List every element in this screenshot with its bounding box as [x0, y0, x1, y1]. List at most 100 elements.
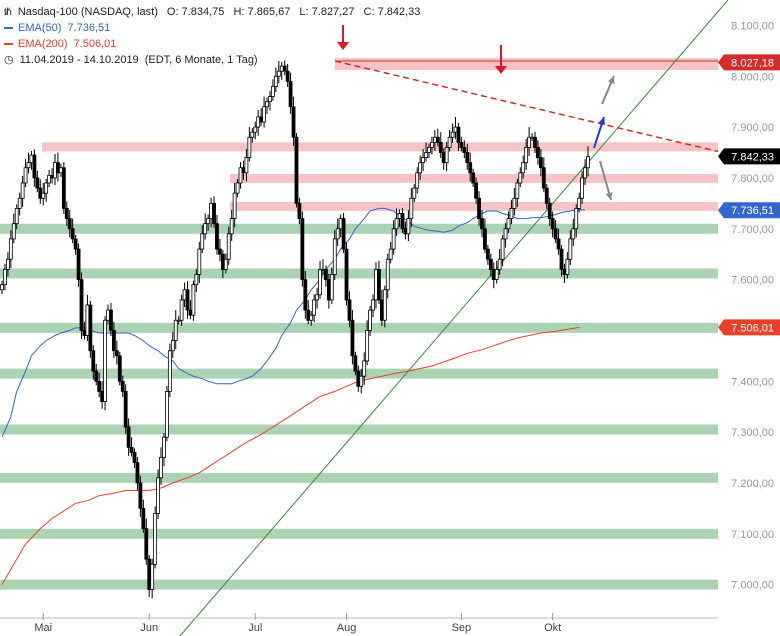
candle-body: [377, 269, 381, 301]
candle-body: [382, 289, 387, 321]
support-band: [0, 472, 718, 483]
candle-body: [318, 269, 322, 296]
open-value: O: 7.834,75: [166, 6, 225, 18]
ema200-label: EMA(200): [18, 38, 68, 50]
close-value: C: 7.842,33: [363, 6, 421, 18]
legend-ema200[interactable]: EMA(200) 7.506,01: [4, 37, 122, 51]
candle-body: [97, 380, 102, 392]
candle-body: [300, 218, 305, 280]
candle-body: [474, 182, 479, 199]
candle-body: [368, 309, 372, 331]
candle-body: [524, 147, 529, 164]
candle-body: [435, 136, 440, 143]
uptrend-line: [179, 0, 729, 636]
chart-type-icon[interactable]: ᵺ: [4, 7, 12, 18]
resistance-line: [334, 60, 719, 153]
candle-body: [359, 375, 364, 387]
candle-body: [76, 248, 81, 280]
header-row-ohlc: ᵺ Nasdaq-100 (NASDAQ, last) O: 7.834,75 H…: [4, 5, 426, 20]
candle-body: [11, 223, 16, 240]
resistance-band: [230, 201, 718, 211]
y-tick-label: 7.700,00: [731, 224, 774, 236]
candle-body: [315, 294, 319, 301]
candle-body: [533, 136, 537, 148]
candle-body: [547, 202, 552, 219]
candle-body: [494, 269, 499, 280]
candle-body: [79, 279, 84, 331]
candle-body: [91, 350, 96, 372]
candle-body: [297, 202, 302, 219]
candle-body: [565, 258, 570, 275]
candle-body: [229, 218, 234, 235]
candle-body: [285, 70, 290, 82]
x-tick-label: Mai: [34, 622, 52, 634]
y-tick-label: 7.100,00: [731, 529, 774, 541]
candle-body: [329, 274, 334, 301]
candle-body: [5, 258, 10, 270]
candle-body: [173, 319, 178, 341]
ema200-value: 7.506,01: [73, 38, 117, 50]
y-tick-label: 7.200,00: [731, 478, 774, 490]
instrument-title: Nasdaq-100 (NASDAQ, last): [17, 6, 158, 18]
candle-body: [385, 258, 390, 291]
candle-body: [506, 218, 511, 230]
candle-body: [347, 299, 352, 321]
candle-body: [235, 182, 240, 194]
candle-body: [226, 233, 231, 260]
candle-body: [409, 197, 414, 219]
candle-body: [538, 157, 543, 169]
candle-body: [521, 162, 526, 174]
candle-body: [117, 355, 122, 382]
candle-body: [518, 172, 523, 184]
candle-body: [273, 75, 278, 87]
candle-body: [150, 563, 155, 591]
ema50-legend-swatch: [4, 27, 13, 30]
candle-body: [512, 197, 517, 209]
candle-body: [500, 238, 505, 260]
candle-body: [203, 223, 208, 235]
candle-body: [165, 391, 169, 438]
grey-arrow-down-head: [605, 192, 613, 200]
candle-body: [294, 136, 299, 204]
candle-body: [365, 330, 370, 362]
candle-body: [421, 157, 425, 164]
grey-arrow-up-head: [607, 76, 615, 84]
y-axis: 8.100,00 8.000,00 7.900,00 7.800,00 7.700,00…: [731, 20, 774, 591]
price-tag-box: [718, 148, 780, 165]
high-value: H: 7.865,67: [233, 6, 291, 18]
candle-body: [232, 192, 237, 219]
candle-body: [138, 482, 143, 509]
candle-body: [550, 218, 555, 230]
x-tick-label: Jun: [140, 622, 158, 634]
candle-body: [247, 136, 252, 158]
candle-body: [103, 319, 107, 402]
candle-body: [471, 172, 476, 184]
candle-body: [215, 223, 219, 250]
candle-body: [185, 289, 190, 311]
candle-body: [156, 477, 160, 514]
candle-body: [61, 167, 66, 209]
resistance-band: [335, 58, 718, 71]
candle-body: [291, 106, 296, 138]
candle-body: [41, 192, 46, 199]
x-tick-label: Sep: [452, 622, 472, 634]
candle-body: [167, 350, 172, 392]
candle-body: [586, 156, 590, 169]
candle-body: [218, 248, 222, 255]
x-tick-label: Okt: [544, 622, 561, 634]
candle-body: [415, 172, 420, 189]
candle-body: [159, 457, 163, 479]
candle-body: [462, 147, 467, 153]
candle-body: [477, 197, 481, 219]
candle-body: [265, 101, 269, 108]
legend-ema50[interactable]: EMA(50) 7.736,51: [4, 21, 116, 35]
candle-body: [132, 452, 137, 463]
ema50-path: [1, 207, 586, 438]
candle-body: [144, 528, 149, 560]
y-tick-label: 7.900,00: [731, 122, 774, 134]
candle-body: [503, 228, 508, 240]
candle-body: [70, 228, 75, 240]
candle-body: [271, 86, 275, 97]
candle-body: [527, 136, 532, 148]
